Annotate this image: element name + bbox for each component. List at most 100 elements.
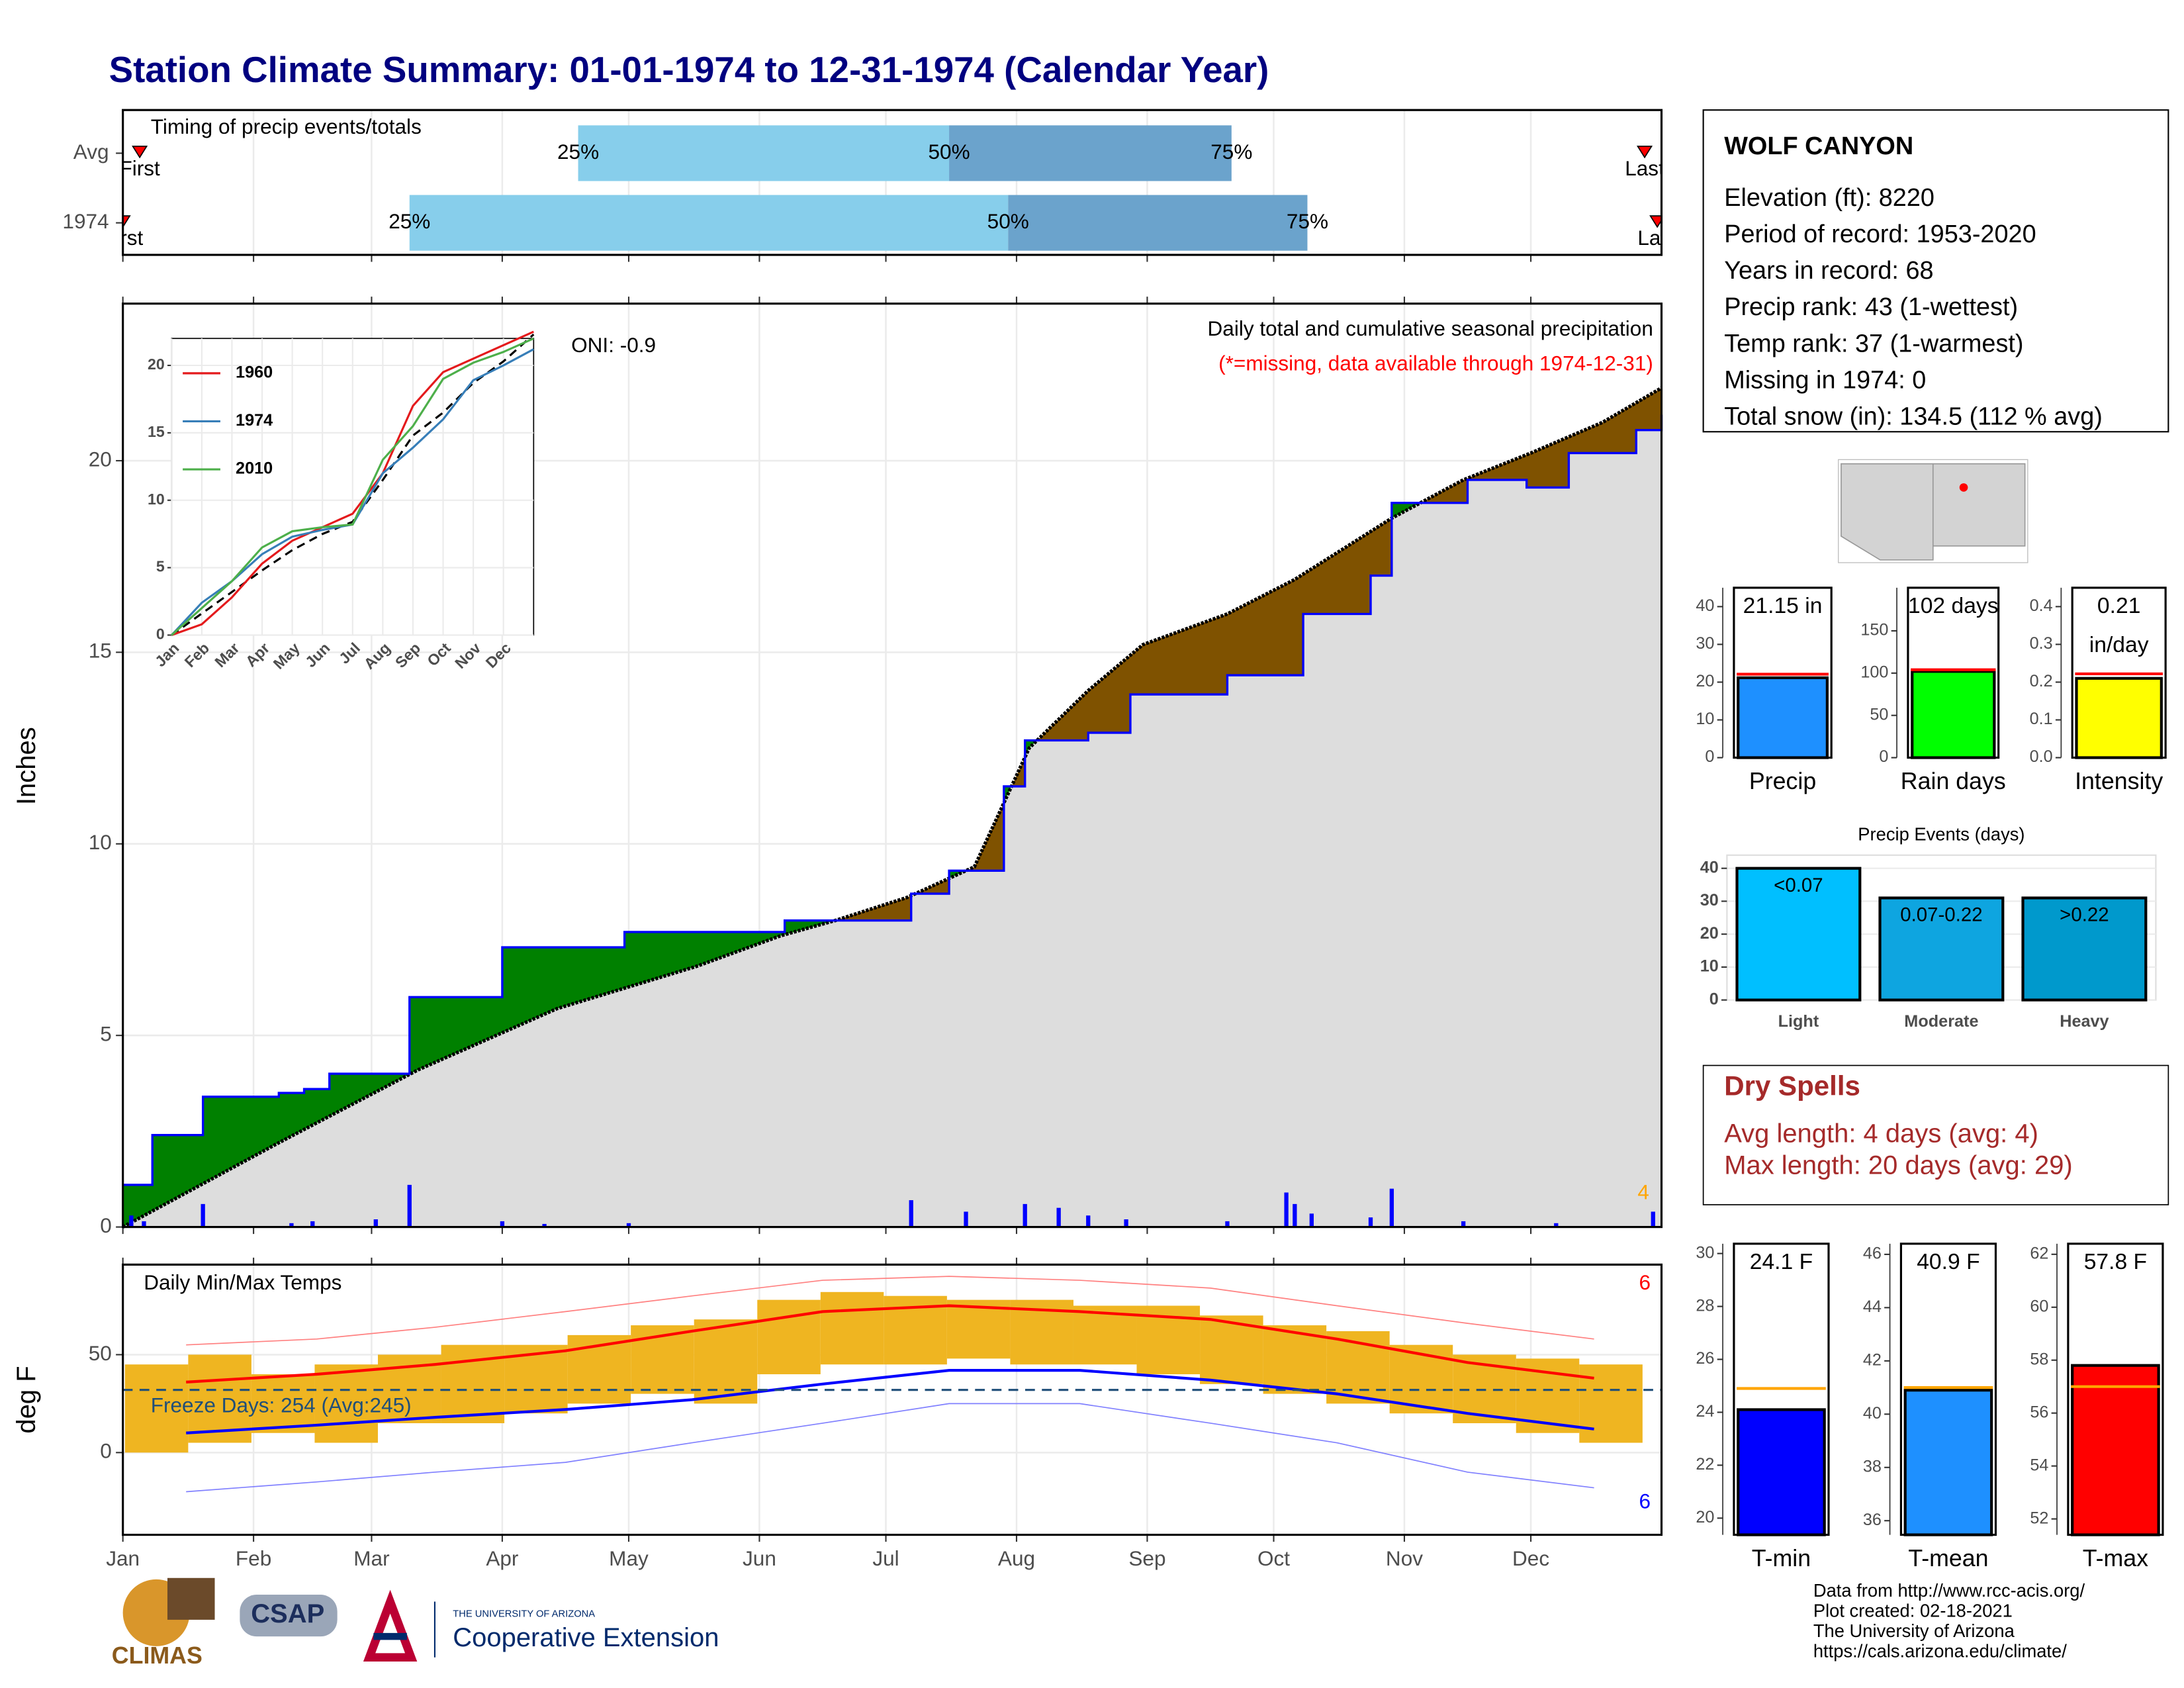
value-label: 0.21 [2097, 594, 2141, 618]
temp-curve [186, 1276, 1594, 1346]
state-map [1838, 459, 2028, 563]
temp-range-bar [314, 1364, 378, 1443]
daily-bar [1368, 1217, 1373, 1227]
value-label: 21.15 in [1743, 594, 1823, 618]
y-tick-label: 20 [1696, 672, 1714, 690]
bin-label: >0.22 [2060, 904, 2109, 926]
x-tick-label: Apr [486, 1546, 518, 1570]
bin-label: <0.07 [1774, 874, 1823, 896]
y-tick-label: 56 [2030, 1403, 2048, 1421]
precip-title: Daily total and cumulative seasonal prec… [1208, 316, 1653, 340]
daily-bar [1056, 1207, 1061, 1227]
quartile-bar [578, 125, 950, 181]
logo-text: CSAP [251, 1599, 324, 1628]
average-line [171, 333, 535, 636]
summary-bar [2071, 1364, 2160, 1536]
y-tick-label: 10 [89, 830, 112, 854]
y-tick-label: 60 [2030, 1297, 2048, 1315]
y-tick-label: 0 [156, 626, 165, 643]
y-tick-label: 44 [1863, 1297, 1882, 1316]
y-tick-label: 28 [1696, 1296, 1714, 1315]
y-tick-label: 0 [1879, 747, 1888, 766]
temp-range-bar [251, 1374, 315, 1433]
y-tick-label: 15 [89, 639, 112, 663]
legend-label: 1960 [236, 363, 273, 382]
x-tick-label: Dec [1512, 1546, 1549, 1570]
x-tick-label: Light [1778, 1012, 1819, 1031]
y-axis-title: deg F [12, 1366, 41, 1433]
station-line: Period of record: 1953-2020 [1724, 220, 2036, 248]
y-tick-label: 100 [1860, 663, 1888, 682]
value-label: 40.9 F [1917, 1250, 1979, 1274]
temp-range-bar [124, 1364, 189, 1453]
y-tick-label: 10 [1696, 710, 1714, 728]
average-line [122, 386, 1662, 1229]
daily-bar [373, 1219, 378, 1227]
value-label: 24.1 F [1750, 1250, 1813, 1274]
daily-bar [1309, 1213, 1314, 1227]
dry-spells-line: Avg length: 4 days (avg: 4) [1724, 1119, 2038, 1148]
dry-spells-box [1702, 1064, 2169, 1205]
quartile-bar [949, 125, 1232, 181]
y-tick-label: 0 [1705, 747, 1714, 766]
event-bar [1735, 867, 1862, 1002]
series-line [171, 337, 534, 636]
logo-text: THE UNIVERSITY OF ARIZONA [453, 1609, 595, 1619]
y-tick-label: 24 [1696, 1402, 1714, 1421]
daily-bar [542, 1223, 547, 1227]
daily-bar [1554, 1223, 1559, 1227]
row-label: 1974 [62, 209, 109, 233]
y-tick-label: 58 [2030, 1350, 2048, 1368]
summary-bar [1903, 1389, 1993, 1536]
category-label: Precip [1749, 768, 1816, 794]
daily-bar [1389, 1188, 1394, 1227]
x-tick-label: Mar [353, 1546, 389, 1570]
summary-bar [1911, 670, 1996, 759]
bin-label: 0.07-0.22 [1900, 904, 1982, 926]
event-marker [132, 146, 148, 159]
station-line: Precip rank: 43 (1-wettest) [1724, 293, 2018, 321]
panel-frame [122, 1263, 1663, 1536]
value-unit: in/day [2089, 633, 2149, 657]
quartile-bar [409, 195, 1009, 251]
y-tick-label: 10 [1700, 957, 1719, 976]
logo-art [122, 1577, 435, 1662]
footer-line: https://cals.arizona.edu/climate/ [1813, 1641, 2067, 1662]
row-label: Avg [73, 140, 109, 164]
y-tick-label: 36 [1863, 1511, 1882, 1529]
quantile-label: 25% [557, 140, 599, 164]
temp-range-bar [757, 1299, 821, 1375]
y-tick-label: 50 [89, 1341, 112, 1365]
daily-bar [289, 1223, 294, 1227]
quantile-label: 50% [987, 209, 1029, 233]
quantile-label: 75% [1287, 209, 1328, 233]
daily-bar [129, 1215, 134, 1227]
category-label: Rain days [1901, 768, 2006, 794]
daily-bar [142, 1221, 146, 1227]
temp-curve [186, 1369, 1594, 1434]
x-tick-label: Jun [743, 1546, 776, 1570]
max-count-label: 4 [1637, 1180, 1649, 1203]
y-tick-label: 50 [1870, 705, 1888, 724]
daily-bar [500, 1221, 505, 1227]
x-tick-label: May [609, 1546, 649, 1570]
legend-label: 2010 [236, 459, 273, 478]
category-label: Intensity [2075, 768, 2163, 794]
x-tick-label: Feb [236, 1546, 271, 1570]
y-tick-label: 150 [1860, 621, 1888, 639]
event-marker [122, 215, 131, 228]
daily-bar [1293, 1203, 1297, 1227]
temp-range-bar [946, 1299, 1011, 1359]
page-title: Station Climate Summary: 01-01-1974 to 1… [109, 49, 1269, 90]
daily-bar [626, 1223, 631, 1227]
temp-range-bar [188, 1354, 251, 1443]
y-tick-label: 40 [1696, 596, 1714, 615]
logo-text: Cooperative Extension [453, 1623, 719, 1652]
daily-bar [1086, 1215, 1091, 1227]
count-label: 6 [1639, 1489, 1651, 1513]
daily-bar [201, 1203, 205, 1227]
y-tick-label: 30 [1700, 891, 1719, 910]
value-label: 102 days [1908, 594, 1999, 618]
